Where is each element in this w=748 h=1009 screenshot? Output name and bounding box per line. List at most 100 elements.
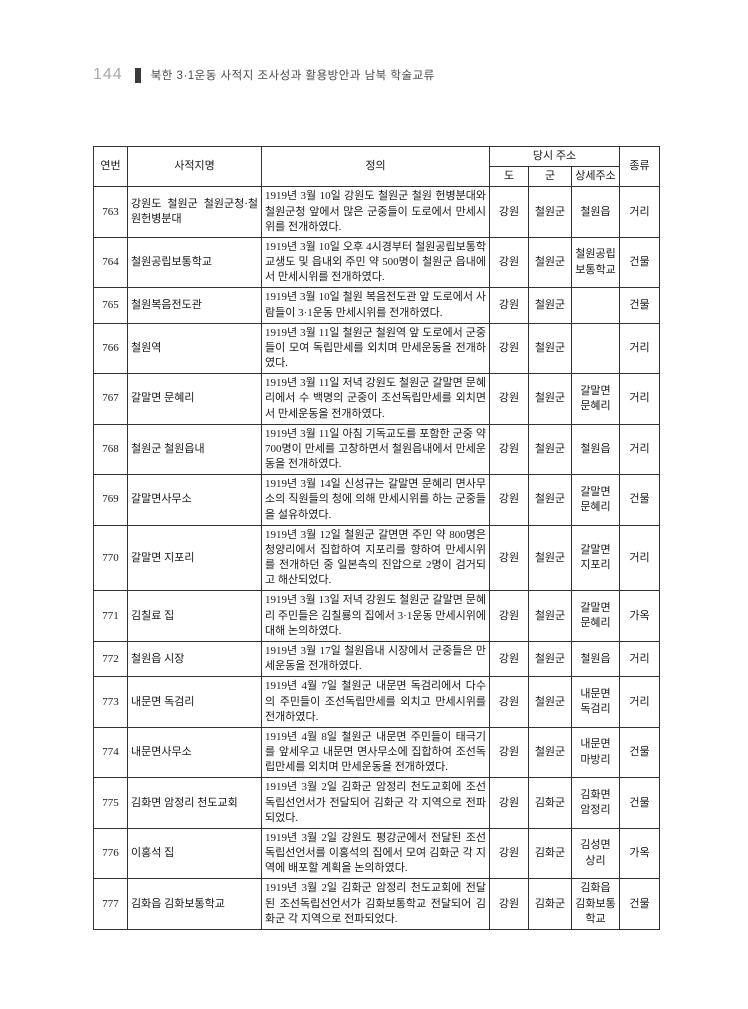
cell-definition: 1919년 4월 7일 철원군 내문면 독검리에서 다수의 주민들이 조선독립만… — [261, 676, 490, 728]
cell-detail-address: 김성면 상리 — [570, 827, 621, 880]
cell-no: 767 — [93, 373, 128, 425]
cell-county: 철원군 — [528, 726, 572, 779]
cell-type: 거리 — [619, 676, 661, 728]
header-detail: 상세주소 — [570, 166, 621, 188]
cell-definition: 1919년 3월 10일 강원도 철원군 철원 헌병분대와 철원군청 앞에서 많… — [261, 186, 490, 238]
cell-type: 가옥 — [619, 827, 661, 880]
header-county: 군 — [528, 166, 572, 188]
cell-no: 771 — [93, 590, 128, 642]
cell-site-name: 갈말면사무소 — [127, 474, 262, 526]
cell-site-name: 김칠료 집 — [127, 590, 262, 642]
table-row: 763 강원도 철원군 철원군청·철원헌병분대 1919년 3월 10일 강원도… — [93, 186, 661, 238]
cell-type: 가옥 — [619, 590, 661, 642]
cell-county: 김화군 — [528, 827, 572, 880]
page-header: 144 북한 3·1운동 사적지 조사성과 활용방안과 남북 학술교류 — [93, 66, 435, 84]
table-row: 776 이홍석 집 1919년 3월 2일 강원도 평강군에서 전달된 조선독립… — [93, 827, 661, 880]
table-row: 764 철원공립보통학교 1919년 3월 10일 오후 4시경부터 철원공립보… — [93, 236, 661, 289]
header-no: 연번 — [93, 145, 128, 188]
table-row: 770 갈말면 지포리 1919년 3월 12일 철원군 갈면면 주민 약 80… — [93, 524, 661, 592]
cell-site-name: 철원역 — [127, 322, 262, 375]
cell-no: 776 — [93, 827, 128, 880]
header-divider-bar-icon — [134, 67, 141, 83]
cell-no: 773 — [93, 676, 128, 728]
cell-detail-address: 갈말면 문혜리 — [570, 590, 621, 642]
cell-county: 김화군 — [528, 878, 572, 930]
cell-definition: 1919년 3월 14일 신성규는 갈말면 문혜리 면사무소의 직원들의 청에 … — [261, 474, 490, 526]
cell-detail-address: 철원읍 — [570, 186, 621, 238]
cell-detail-address: 내문면 독검리 — [570, 676, 621, 728]
cell-type: 건물 — [619, 726, 661, 779]
cell-county: 철원군 — [528, 640, 572, 678]
cell-type: 거리 — [619, 186, 661, 238]
cell-definition: 1919년 3월 11일 아침 기독교도를 포함한 군중 약 700명이 만세를… — [261, 423, 490, 476]
header-site: 사적지명 — [127, 145, 262, 188]
table-row: 775 김화면 암정리 천도교회 1919년 3월 2일 김화군 암정리 천도교… — [93, 777, 661, 829]
cell-definition: 1919년 3월 10일 오후 4시경부터 철원공립보통학교생도 및 읍내외 주… — [261, 236, 490, 289]
cell-definition: 1919년 3월 2일 김화군 암정리 천도교회에 조선독립선언서가 전달되어 … — [261, 777, 490, 829]
cell-province: 강원 — [489, 640, 529, 678]
cell-definition: 1919년 3월 10일 철원 복음전도관 앞 도로에서 사람들이 3·1운동 … — [261, 287, 490, 324]
cell-province: 강원 — [489, 322, 529, 375]
cell-county: 철원군 — [528, 474, 572, 526]
table-row: 777 김화읍 김화보통학교 1919년 3월 2일 김화군 암정리 천도교회에… — [93, 878, 661, 930]
cell-province: 강원 — [489, 373, 529, 425]
cell-definition: 1919년 3월 17일 철원읍내 시장에서 군중들은 만세운동을 전개하였다. — [261, 640, 490, 678]
cell-type: 거리 — [619, 524, 661, 592]
cell-county: 철원군 — [528, 373, 572, 425]
cell-no: 768 — [93, 423, 128, 476]
cell-province: 강원 — [489, 474, 529, 526]
cell-detail-address — [570, 287, 621, 324]
cell-site-name: 내문면사무소 — [127, 726, 262, 779]
cell-site-name: 철원군 철원읍내 — [127, 423, 262, 476]
cell-definition: 1919년 3월 2일 강원도 평강군에서 전달된 조선독립선언서를 이홍석의 … — [261, 827, 490, 880]
table-row: 774 내문면사무소 1919년 4월 8일 철원군 내문면 주민들이 태극기를… — [93, 726, 661, 779]
cell-definition: 1919년 4월 8일 철원군 내문면 주민들이 태극기를 앞세우고 내문면 면… — [261, 726, 490, 779]
cell-type: 건물 — [619, 878, 661, 930]
cell-detail-address: 내문면 마방리 — [570, 726, 621, 779]
table-row: 772 철원읍 시장 1919년 3월 17일 철원읍내 시장에서 군중들은 만… — [93, 640, 661, 678]
cell-no: 769 — [93, 474, 128, 526]
cell-detail-address: 김화읍 김화보통학교 — [570, 878, 621, 930]
cell-province: 강원 — [489, 726, 529, 779]
table-row: 773 내문면 독검리 1919년 4월 7일 철원군 내문면 독검리에서 다수… — [93, 676, 661, 728]
historic-sites-table: 연번 사적지명 정의 당시 주소 종류 도 군 상세주소 763 강원도 철원군… — [93, 145, 661, 930]
cell-site-name: 갈말면 지포리 — [127, 524, 262, 592]
cell-province: 강원 — [489, 287, 529, 324]
cell-site-name: 김화읍 김화보통학교 — [127, 878, 262, 930]
cell-county: 김화군 — [528, 777, 572, 829]
cell-county: 철원군 — [528, 590, 572, 642]
header-type: 종류 — [619, 145, 661, 188]
cell-no: 766 — [93, 322, 128, 375]
cell-site-name: 철원공립보통학교 — [127, 236, 262, 289]
cell-province: 강원 — [489, 676, 529, 728]
cell-county: 철원군 — [528, 423, 572, 476]
cell-definition: 1919년 3월 13일 저녁 강원도 철원군 갈말면 문혜리 주민들은 김칠룡… — [261, 590, 490, 642]
table-row: 769 갈말면사무소 1919년 3월 14일 신성규는 갈말면 문혜리 면사무… — [93, 474, 661, 526]
cell-site-name: 이홍석 집 — [127, 827, 262, 880]
cell-detail-address: 김화면 암정리 — [570, 777, 621, 829]
cell-no: 772 — [93, 640, 128, 678]
table-body: 763 강원도 철원군 철원군청·철원헌병분대 1919년 3월 10일 강원도… — [93, 186, 661, 930]
cell-detail-address: 갈말면 지포리 — [570, 524, 621, 592]
cell-no: 770 — [93, 524, 128, 592]
cell-county: 철원군 — [528, 186, 572, 238]
cell-detail-address: 철원읍 — [570, 423, 621, 476]
cell-no: 763 — [93, 186, 128, 238]
cell-site-name: 철원읍 시장 — [127, 640, 262, 678]
page-number: 144 — [93, 66, 123, 83]
cell-county: 철원군 — [528, 236, 572, 289]
cell-no: 777 — [93, 878, 128, 930]
cell-site-name: 갈말면 문혜리 — [127, 373, 262, 425]
cell-site-name: 김화면 암정리 천도교회 — [127, 777, 262, 829]
cell-type: 건물 — [619, 236, 661, 289]
table-row: 771 김칠료 집 1919년 3월 13일 저녁 강원도 철원군 갈말면 문혜… — [93, 590, 661, 642]
cell-type: 거리 — [619, 322, 661, 375]
cell-site-name: 철원복음전도관 — [127, 287, 262, 324]
cell-type: 건물 — [619, 287, 661, 324]
table-row: 765 철원복음전도관 1919년 3월 10일 철원 복음전도관 앞 도로에서… — [93, 287, 661, 324]
cell-no: 765 — [93, 287, 128, 324]
cell-definition: 1919년 3월 11일 철원군 철원역 앞 도로에서 군중들이 모여 독립만세… — [261, 322, 490, 375]
cell-site-name: 강원도 철원군 철원군청·철원헌병분대 — [127, 186, 262, 238]
cell-detail-address — [570, 322, 621, 375]
